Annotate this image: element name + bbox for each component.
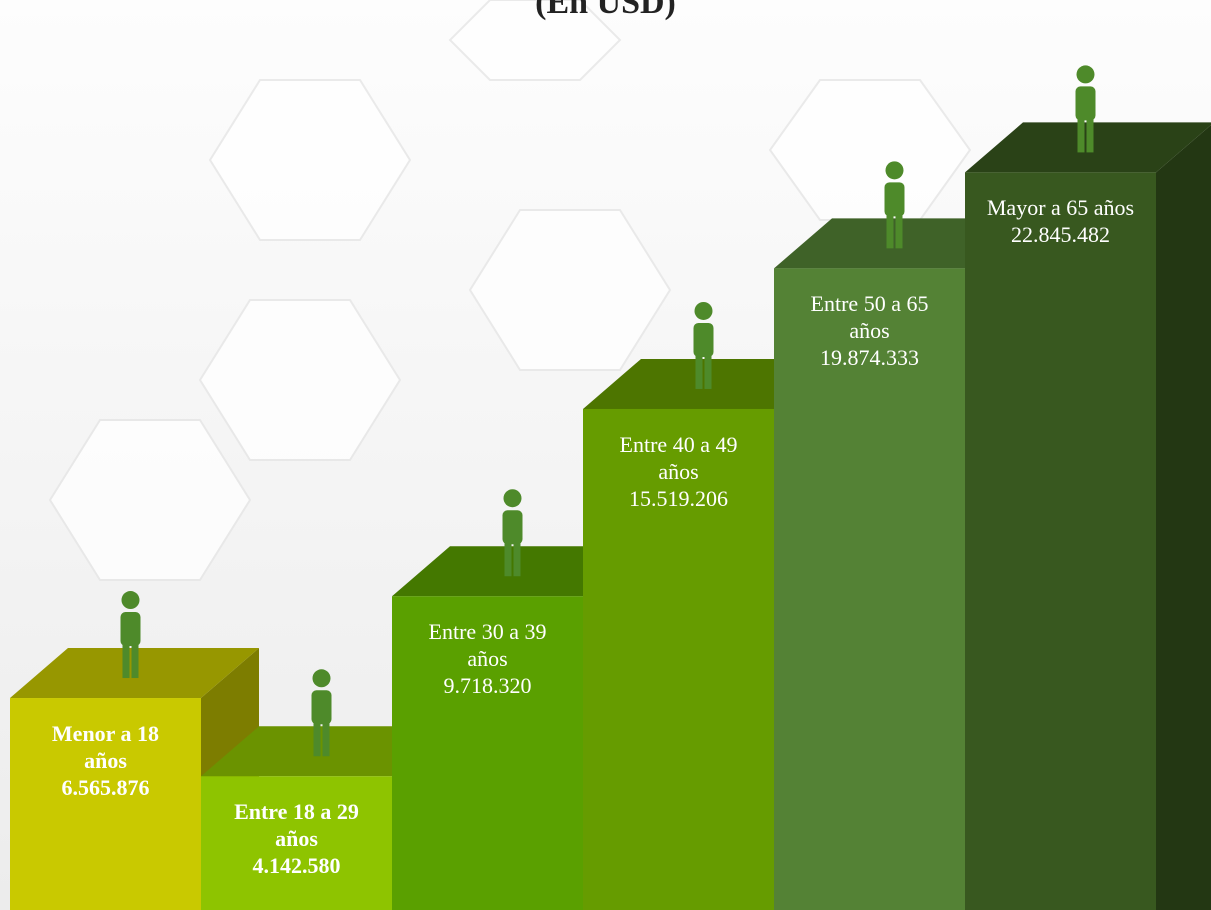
- person-head: [503, 489, 522, 508]
- person-leg: [322, 722, 330, 757]
- person-head: [885, 161, 904, 180]
- person-body: [502, 510, 523, 545]
- person-icon: [1075, 65, 1096, 153]
- bar: [583, 408, 774, 910]
- value-label: 15.519.206: [629, 485, 728, 511]
- bar-label: Menor a 18 años 6.565.876: [30, 720, 181, 801]
- bar: [774, 268, 965, 910]
- category-label: Mayor a 65 años: [986, 195, 1135, 221]
- bar-label: Entre 18 a 29 años 4.142.580: [221, 798, 372, 879]
- person-icon: [120, 591, 141, 679]
- value-label: 19.874.333: [820, 345, 919, 371]
- person-leg: [886, 214, 894, 249]
- person-leg: [313, 722, 321, 757]
- category-label: Entre 40 a 49 años: [619, 431, 738, 484]
- person-body: [693, 322, 714, 357]
- person-body: [884, 182, 905, 217]
- bar: [201, 776, 392, 910]
- category-label: Entre 50 a 65 años: [810, 291, 929, 344]
- person-icon: [884, 161, 905, 249]
- category-label: Entre 18 a 29 años: [234, 799, 359, 852]
- person-leg: [1086, 118, 1094, 153]
- person-body: [311, 690, 332, 725]
- person-leg: [695, 354, 703, 389]
- person-leg: [504, 542, 512, 577]
- person-head: [312, 669, 331, 688]
- person-icon: [311, 669, 332, 757]
- person-leg: [1077, 118, 1085, 153]
- person-icon: [693, 301, 714, 389]
- bar-side: [1156, 125, 1211, 910]
- person-leg: [513, 542, 521, 577]
- chart-title: (En USD): [535, 0, 676, 21]
- value-label: 22.845.482: [1011, 222, 1110, 248]
- person-leg: [122, 644, 130, 679]
- person-leg: [704, 354, 712, 389]
- person-head: [694, 301, 713, 320]
- category-label: Menor a 18 años: [51, 721, 160, 774]
- person-icon: [502, 489, 523, 577]
- bar-label: Entre 30 a 39 años 9.718.320: [412, 618, 563, 699]
- background-hexagons: [48, 0, 972, 581]
- category-label: Entre 30 a 39 años: [428, 619, 547, 672]
- bar-label: Mayor a 65 años 22.845.482: [985, 194, 1136, 248]
- person-body: [120, 612, 141, 647]
- person-leg: [895, 214, 903, 249]
- value-label: 4.142.580: [252, 853, 341, 879]
- bar: [10, 698, 201, 910]
- bar: [392, 596, 583, 910]
- bar: [965, 172, 1156, 910]
- person-head: [121, 591, 140, 610]
- bar-label: Entre 50 a 65 años 19.874.333: [794, 290, 945, 371]
- person-body: [1075, 86, 1096, 121]
- person-head: [1076, 65, 1095, 84]
- value-label: 9.718.320: [443, 673, 532, 699]
- bar-label: Entre 40 a 49 años 15.519.206: [603, 431, 754, 512]
- person-leg: [131, 644, 139, 679]
- value-label: 6.565.876: [61, 775, 150, 801]
